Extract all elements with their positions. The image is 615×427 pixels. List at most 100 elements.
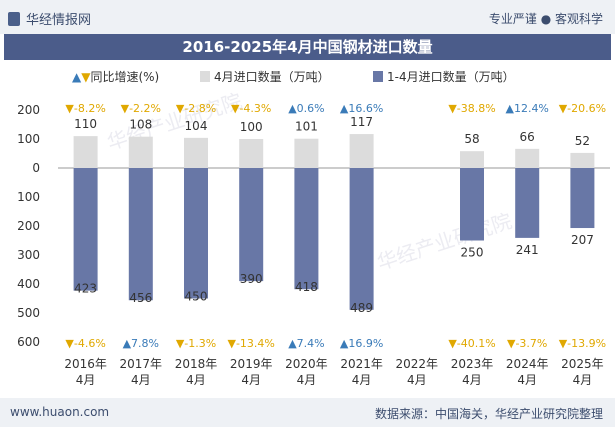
x-tick-label-year: 2024年 xyxy=(506,357,549,371)
growth-bottom-label: ▼-13.9% xyxy=(559,337,606,350)
bar-cumulative xyxy=(239,168,264,282)
x-tick-label-year: 2022年 xyxy=(396,357,439,371)
growth-top-label: ▲16.6% xyxy=(340,102,383,115)
y-tick-label: 200 xyxy=(17,103,40,117)
x-tick-label-year: 2018年 xyxy=(175,357,218,371)
growth-bottom-label: ▲7.4% xyxy=(288,337,324,350)
bar-cumulative xyxy=(294,168,319,290)
chart-title: 2016-2025年4月中国钢材进口数量 xyxy=(4,34,611,60)
legend-swatch-monthly xyxy=(200,71,210,82)
x-tick-label-year: 2025年 xyxy=(561,357,604,371)
growth-top-label: ▼-20.6% xyxy=(559,102,606,115)
top-bar: 华经情报网 专业严谨 ● 客观科学 xyxy=(0,0,615,34)
bar-cumulative-label: 250 xyxy=(461,246,484,260)
legend-swatch-cumulative xyxy=(373,71,383,82)
growth-top-label: ▼-2.8% xyxy=(176,102,216,115)
bar-monthly-label: 52 xyxy=(575,134,590,148)
bar-monthly-label: 100 xyxy=(240,120,263,134)
website-link[interactable]: www.huaon.com xyxy=(10,405,110,419)
x-tick-label-month: 4月 xyxy=(297,373,317,387)
x-tick-label-month: 4月 xyxy=(573,373,593,387)
data-source: 数据来源：中国海关，华经产业研究院整理 xyxy=(374,407,603,421)
x-tick-label-month: 4月 xyxy=(407,373,427,387)
bar-cumulative-label: 207 xyxy=(571,233,594,247)
growth-bottom-label: ▼-4.6% xyxy=(65,337,105,350)
bar-monthly xyxy=(294,138,319,168)
growth-bottom-label: ▼-40.1% xyxy=(448,337,495,350)
watermark: 华经产业研究院 xyxy=(374,209,515,275)
bar-monthly-label: 66 xyxy=(520,130,535,144)
x-tick-label-month: 4月 xyxy=(76,373,96,387)
footer: www.huaon.com 数据来源：中国海关，华经产业研究院整理 xyxy=(0,398,615,427)
bar-monthly-label: 58 xyxy=(464,132,479,146)
x-tick-label-month: 4月 xyxy=(131,373,151,387)
watermark: 华经产业研究院 xyxy=(104,89,245,155)
x-tick-label-year: 2021年 xyxy=(340,357,383,371)
bar-cumulative-label: 450 xyxy=(185,290,208,304)
y-tick-label: 0 xyxy=(32,161,40,175)
brand-logo-icon xyxy=(8,11,20,26)
y-tick-label: 200 xyxy=(17,219,40,233)
growth-bottom-label: ▼-13.4% xyxy=(228,337,275,350)
bar-monthly xyxy=(73,136,98,168)
legend-growth: ▲▼同比增速(%) xyxy=(72,70,159,84)
bar-monthly-label: 104 xyxy=(185,119,208,133)
bar-cumulative xyxy=(73,168,98,291)
x-tick-label-year: 2016年 xyxy=(64,357,107,371)
x-tick-label-year: 2020年 xyxy=(285,357,328,371)
bar-monthly-label: 108 xyxy=(129,118,152,132)
bar-monthly xyxy=(239,139,264,168)
bar-cumulative xyxy=(515,168,540,238)
bar-cumulative xyxy=(570,168,595,229)
growth-bottom-label: ▲7.8% xyxy=(123,337,159,350)
legend-monthly-label: 4月进口数量（万吨） xyxy=(214,69,330,84)
growth-top-label: ▼-2.2% xyxy=(121,102,161,115)
bar-monthly xyxy=(128,136,153,168)
x-tick-label-month: 4月 xyxy=(517,373,537,387)
bar-cumulative-label: 423 xyxy=(74,282,97,296)
x-tick-label-year: 2019年 xyxy=(230,357,273,371)
bar-cumulative xyxy=(349,168,374,310)
growth-top-label: ▼-8.2% xyxy=(65,102,105,115)
bar-monthly xyxy=(515,148,540,168)
y-tick-label: 400 xyxy=(17,277,40,291)
x-tick-label-month: 4月 xyxy=(241,373,261,387)
x-tick-label-month: 4月 xyxy=(352,373,372,387)
tagline: 专业严谨 ● 客观科学 xyxy=(488,12,603,26)
y-tick-label: 100 xyxy=(17,132,40,146)
bar-monthly-label: 101 xyxy=(295,120,318,134)
legend-cumulative-label: 1-4月进口数量（万吨） xyxy=(387,69,515,84)
bar-monthly xyxy=(570,152,595,168)
growth-top-label: ▲12.4% xyxy=(505,102,548,115)
brand: 华经情报网 xyxy=(8,9,91,28)
bar-monthly xyxy=(349,134,374,168)
growth-bottom-label: ▼-3.7% xyxy=(507,337,547,350)
brand-name: 华经情报网 xyxy=(26,13,92,28)
bar-cumulative-label: 489 xyxy=(350,301,373,315)
y-tick-label: 100 xyxy=(17,190,40,204)
bar-cumulative xyxy=(128,168,153,301)
x-tick-label-month: 4月 xyxy=(186,373,206,387)
bar-cumulative-label: 418 xyxy=(295,280,318,294)
x-tick-label-year: 2017年 xyxy=(120,357,163,371)
bar-monthly xyxy=(184,137,208,168)
bar-cumulative-label: 456 xyxy=(129,291,152,305)
bar-cumulative xyxy=(460,168,484,241)
bar-cumulative xyxy=(184,168,208,299)
growth-bottom-label: ▲16.9% xyxy=(340,337,383,350)
x-tick-label-month: 4月 xyxy=(462,373,482,387)
growth-top-label: ▼-38.8% xyxy=(448,102,495,115)
growth-bottom-label: ▼-1.3% xyxy=(176,337,216,350)
bar-cumulative-label: 390 xyxy=(240,272,263,286)
y-tick-label: 500 xyxy=(17,306,40,320)
bar-monthly xyxy=(460,151,484,168)
bar-monthly-label: 110 xyxy=(74,117,97,131)
growth-top-label: ▲0.6% xyxy=(288,102,324,115)
growth-top-label: ▼-4.3% xyxy=(231,102,271,115)
bar-monthly-label: 117 xyxy=(350,115,373,129)
y-tick-label: 600 xyxy=(17,335,40,349)
x-tick-label-year: 2023年 xyxy=(451,357,494,371)
chart-svg: ▲▼同比增速(%) 4月进口数量（万吨） 1-4月进口数量（万吨） 200 100 0 10… xyxy=(17,69,610,387)
y-tick-label: 300 xyxy=(17,248,40,262)
